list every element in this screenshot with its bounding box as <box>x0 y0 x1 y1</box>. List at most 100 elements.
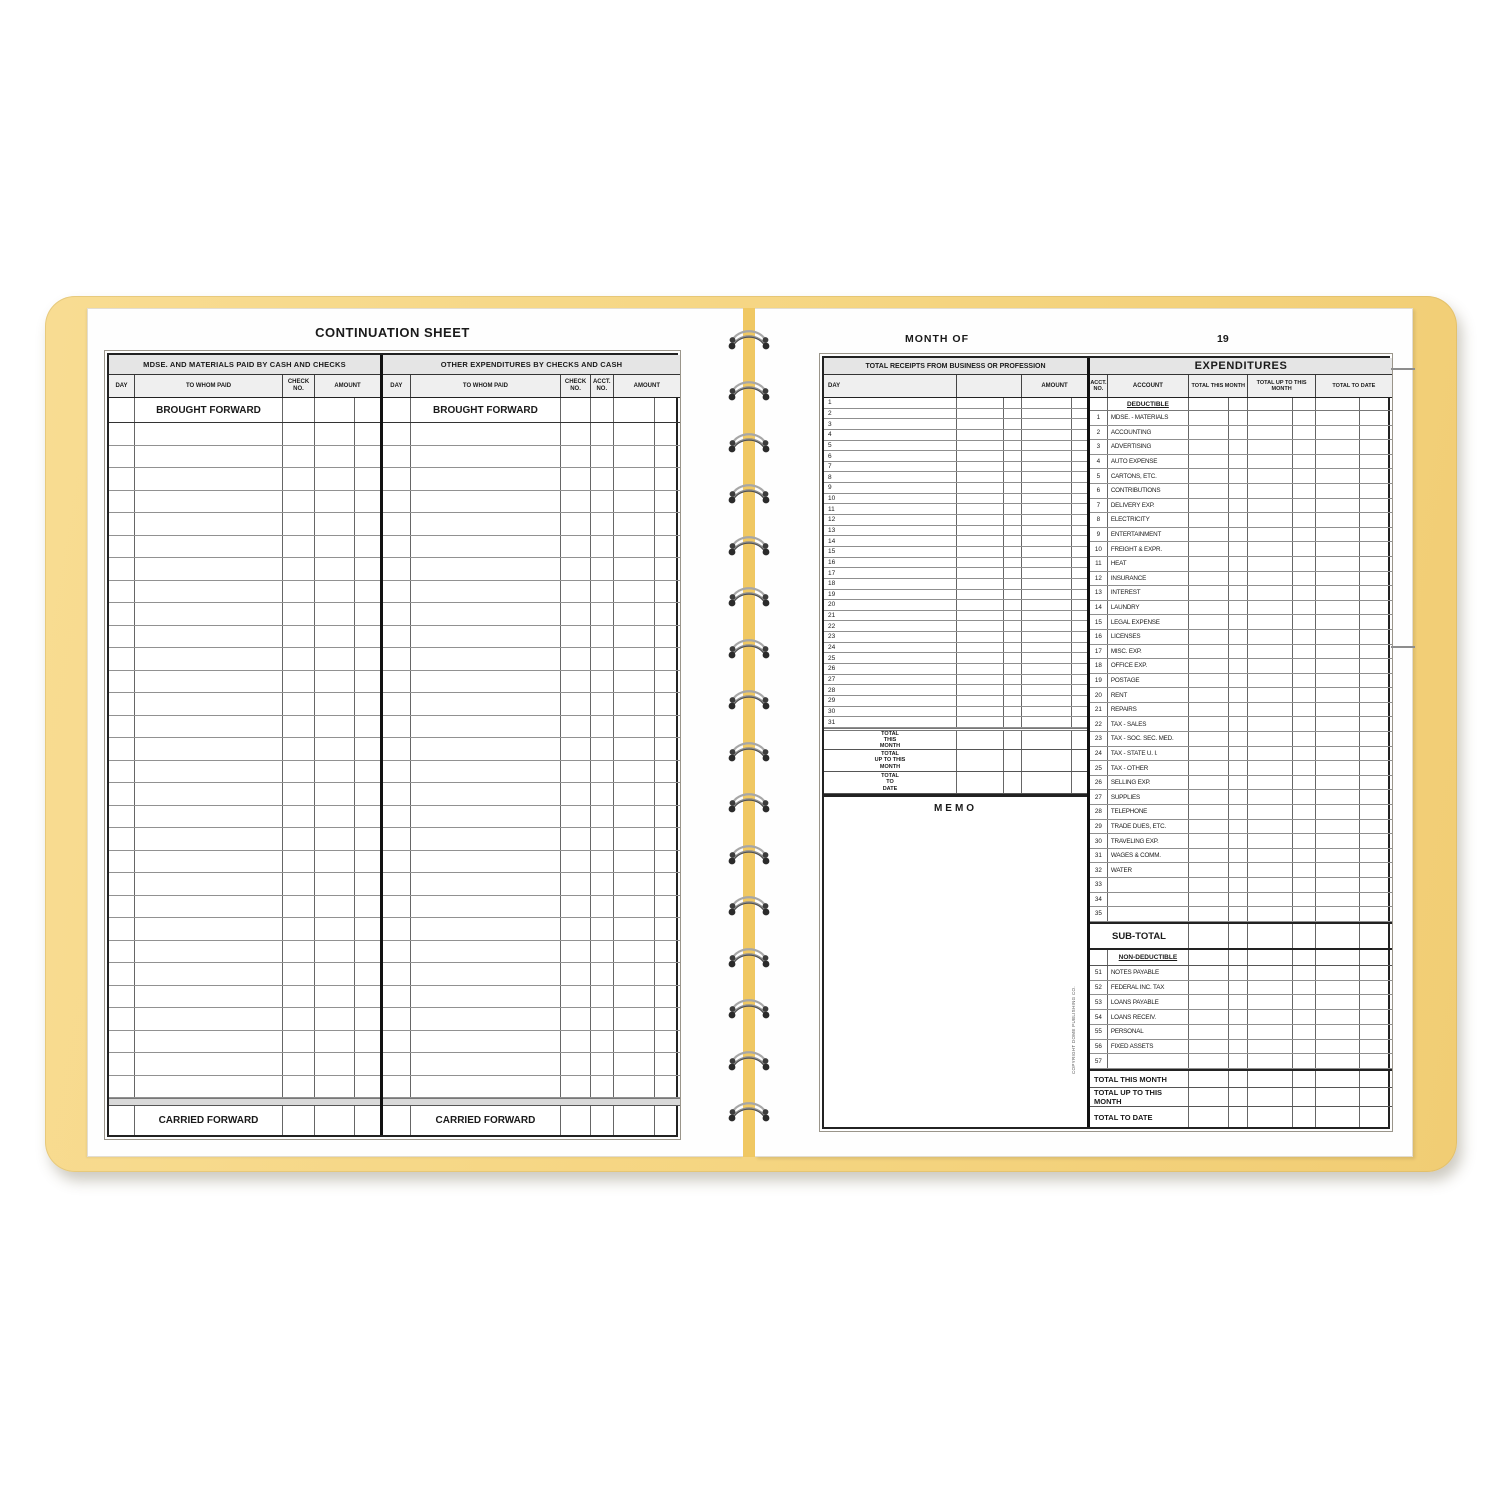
ledger-cell <box>561 895 591 917</box>
amount-cell <box>1072 707 1087 717</box>
ledger-cell <box>109 648 135 670</box>
ledger-row <box>109 580 380 603</box>
ledger-cell <box>383 580 411 602</box>
account-row: 3 ADVERTISING <box>1090 440 1392 455</box>
account-number: 7 <box>1090 498 1108 513</box>
ledger-cell <box>614 963 656 985</box>
ledger-cell <box>135 783 283 805</box>
ledger-cell <box>283 445 315 467</box>
amount-cell <box>1022 600 1072 610</box>
amount-cell <box>1229 761 1249 775</box>
amount-cell <box>1360 426 1392 440</box>
ledger-cell <box>655 918 680 940</box>
binding-ring-icon <box>726 1049 772 1073</box>
brought-forward-row: BROUGHT FORWARD <box>109 398 380 423</box>
ledger-cell <box>109 1106 135 1135</box>
amount-cell <box>1316 980 1361 995</box>
ledger-cell <box>283 648 315 670</box>
account-row: 1 MDSE. - MATERIALS <box>1090 411 1392 426</box>
amount-cell <box>1072 441 1087 451</box>
amount-cell <box>1248 688 1293 702</box>
ledger-cell <box>135 468 283 490</box>
amount-cell <box>957 568 1004 578</box>
amount-cell <box>957 674 1004 685</box>
ledger-cell <box>411 738 562 760</box>
ledger-cell <box>283 783 315 805</box>
ledger-cell <box>411 918 562 940</box>
column-header-row: DAY TO WHOM PAID CHECK NO. ACCT. NO. AMOUNT <box>383 375 680 398</box>
ledger-cell <box>561 398 591 422</box>
amount-cell <box>1229 615 1249 629</box>
amount-cell <box>1189 746 1229 761</box>
amount-cell <box>1022 525 1072 536</box>
account-name: DELIVERY EXP. <box>1108 498 1190 513</box>
amount-cell <box>1004 398 1022 408</box>
amount-cell <box>1189 629 1229 644</box>
ledger-cell <box>135 693 283 715</box>
day-row: 20 <box>824 600 1087 611</box>
amount-cell <box>1360 981 1392 995</box>
amount-cell <box>1022 632 1072 642</box>
amount-cell <box>1316 527 1361 542</box>
account-name <box>1108 1054 1190 1069</box>
ledger-cell <box>561 490 591 512</box>
ledger-row <box>383 693 680 716</box>
day-number: 23 <box>824 632 957 642</box>
amount-cell <box>1072 653 1087 663</box>
day-number: 7 <box>824 461 957 472</box>
account-number: 26 <box>1090 775 1108 790</box>
amount-cell <box>1229 995 1249 1010</box>
ledger-cell <box>655 648 680 670</box>
amount-cell <box>1360 601 1392 615</box>
day-row: 19 <box>824 589 1087 601</box>
ledger-row <box>109 513 380 536</box>
ledger-cell <box>283 670 315 692</box>
amount-cell <box>957 408 1004 419</box>
day-number: 2 <box>824 408 957 419</box>
amount-cell <box>1022 504 1072 515</box>
ledger-cell <box>135 558 283 580</box>
amount-cell <box>1189 513 1229 527</box>
amount-cell <box>1022 483 1072 493</box>
amount-cell <box>1248 980 1293 995</box>
account-name: TAX - SOC. SEC. MED. <box>1108 732 1190 746</box>
ledger-cell <box>355 468 380 490</box>
amount-cell <box>1360 645 1392 659</box>
ledger-cell <box>135 850 283 872</box>
amount-cell <box>1360 513 1392 527</box>
ledger-cell <box>655 986 680 1008</box>
account-name: AUTO EXPENSE <box>1108 454 1190 469</box>
amount-cell <box>1293 775 1316 790</box>
amount-cell <box>1360 411 1392 425</box>
amount-cell <box>1022 731 1072 749</box>
ledger-rows <box>109 423 380 1098</box>
amount-cell <box>957 600 1004 610</box>
account-number: 20 <box>1090 688 1108 702</box>
ledger-cell <box>411 625 562 647</box>
amount-cell <box>1248 775 1293 790</box>
ledger-row <box>383 738 680 761</box>
day-number: 11 <box>824 504 957 515</box>
column-header: ACCOUNT <box>1108 375 1190 397</box>
amount-cell <box>1072 494 1087 504</box>
monthly-record-table: TOTAL RECEIPTS FROM BUSINESS OR PROFESSI… <box>819 353 1393 1132</box>
amount-cell <box>1004 664 1022 674</box>
ledger-cell <box>283 513 315 535</box>
amount-cell <box>1293 483 1316 498</box>
ledger-cell <box>355 626 380 648</box>
amount-cell <box>1229 454 1249 469</box>
amount-cell <box>1229 542 1249 556</box>
account-number: 1 <box>1090 411 1108 425</box>
ledger-cell <box>315 603 355 625</box>
amount-cell <box>1293 659 1316 673</box>
account-row: 10 FREIGHT & EXPR. <box>1090 542 1392 557</box>
ledger-cell <box>135 648 283 670</box>
amount-cell <box>1072 611 1087 621</box>
ledger-cell <box>561 580 591 602</box>
account-number: 13 <box>1090 586 1108 600</box>
account-row: 35 <box>1090 907 1392 922</box>
ledger-cell <box>655 513 680 535</box>
ledger-cell <box>383 1075 411 1097</box>
amount-cell <box>1248 878 1293 892</box>
amount-cell <box>1189 863 1229 877</box>
